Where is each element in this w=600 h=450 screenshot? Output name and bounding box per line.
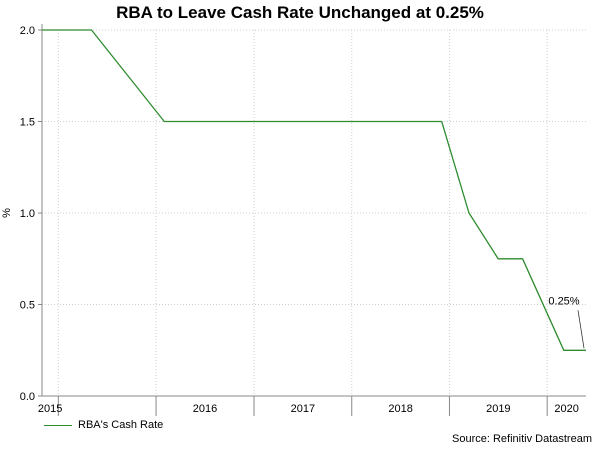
annotation-label: 0.25% [548,295,579,307]
x-tick-label: 2018 [388,403,412,415]
chart-title: RBA to Leave Cash Rate Unchanged at 0.25… [116,3,484,22]
y-tick-label: 1.0 [20,208,35,220]
series-line [42,29,586,351]
x-tick-label: 2017 [291,403,315,415]
y-axis-label: % [1,208,13,218]
y-tick-label: 0.0 [20,391,35,403]
legend-label: RBA's Cash Rate [78,419,164,431]
y-tick-label: 1.5 [20,117,35,129]
chart-legend: RBA's Cash Rate [44,419,163,431]
annotation-leader [577,310,585,349]
y-tick-label: 2.0 [20,25,35,37]
legend-swatch [44,424,72,426]
x-tick-label: 2019 [486,403,510,415]
x-tick-label: 2016 [193,403,217,415]
x-tick-label: 2015 [38,403,62,415]
source-note: Source: Refinitiv Datastream [452,433,592,445]
y-tick-label: 0.5 [20,300,35,312]
x-tick-label: 2020 [554,403,578,415]
